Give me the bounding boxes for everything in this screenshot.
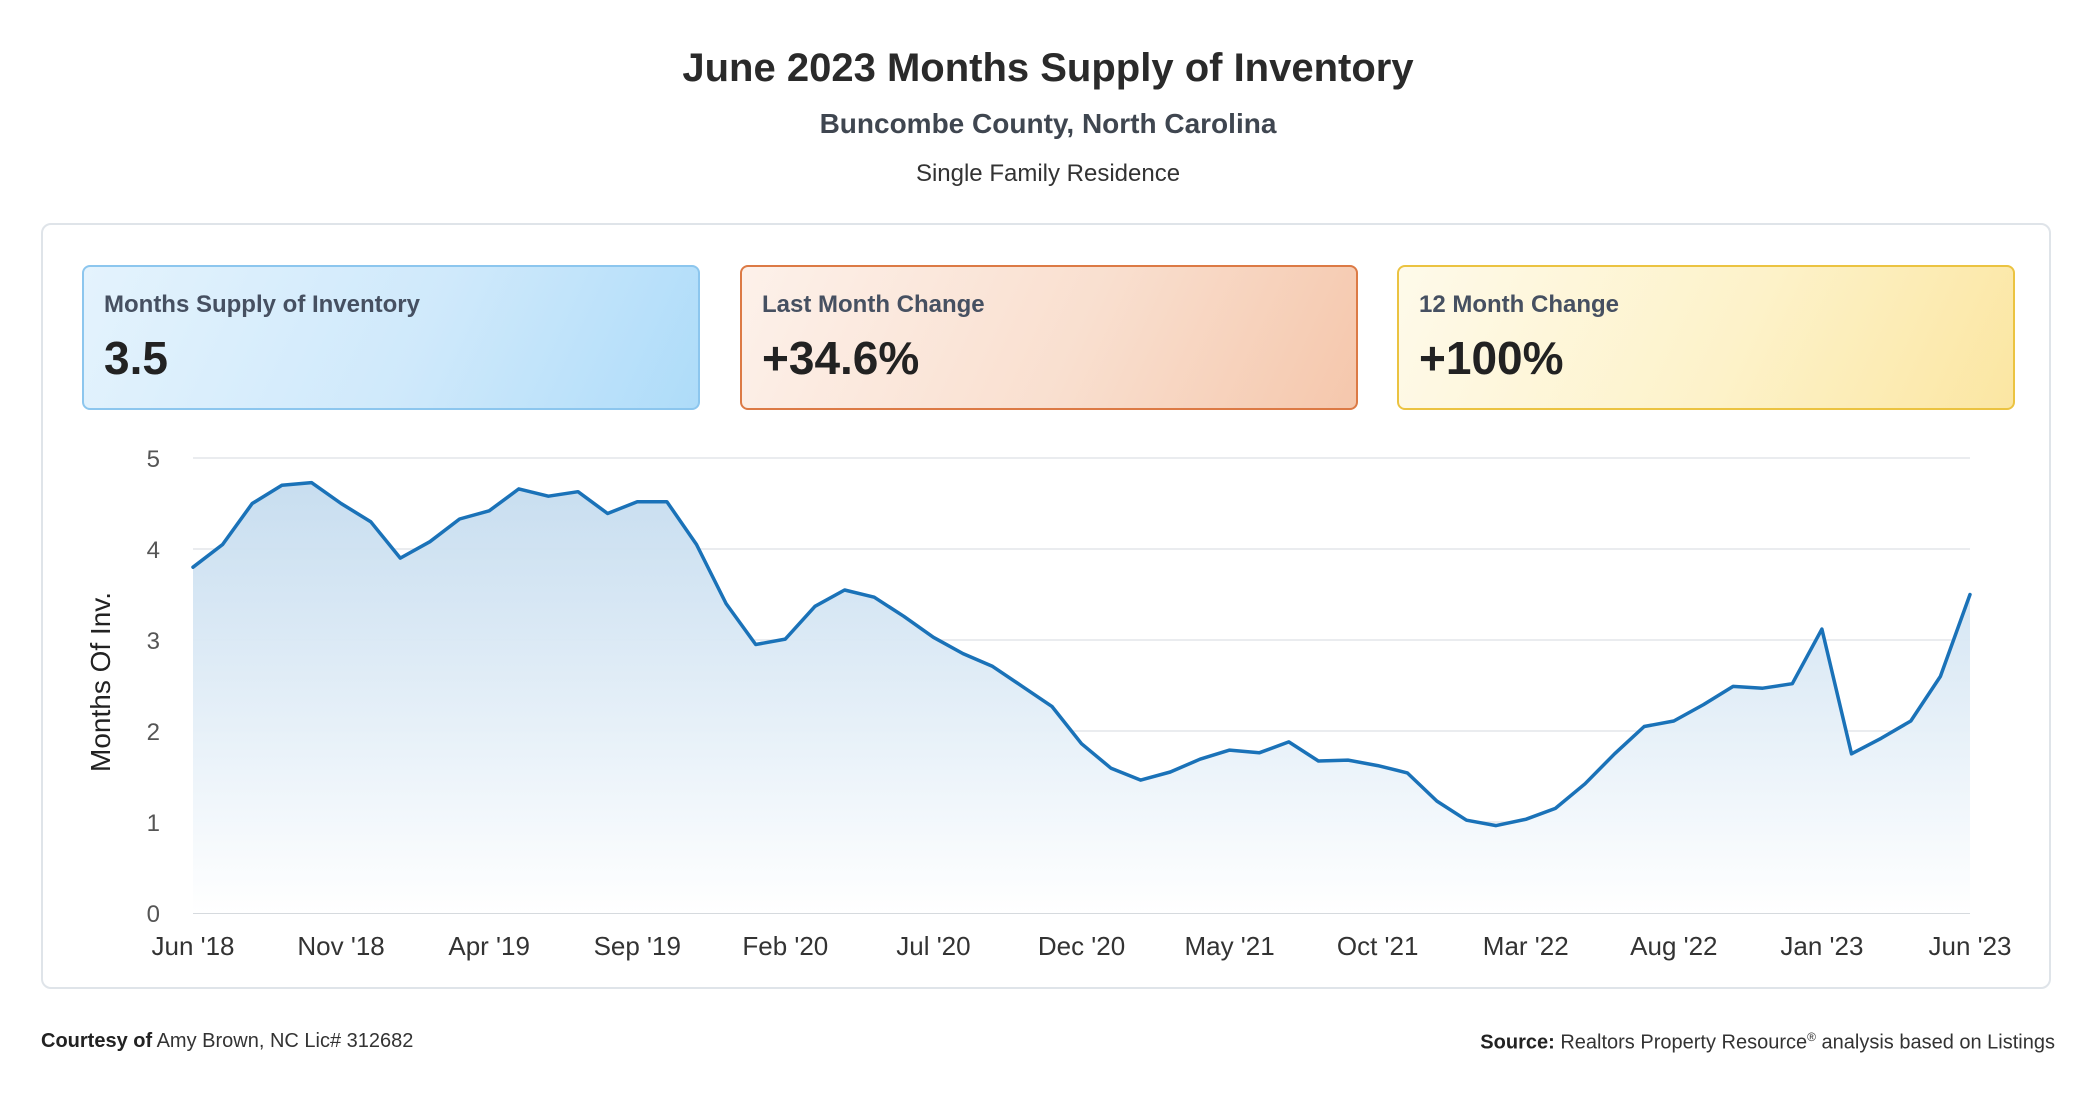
series-line-layer	[191, 480, 1972, 828]
y-tick-label: 5	[147, 446, 160, 473]
x-tick-label: Jun '18	[151, 931, 234, 961]
x-tick-labels: Jun '18 Nov '18 Apr '19 Sep '19 Feb '20 Jul '…	[151, 931, 2011, 961]
courtesy-label: Courtesy of	[41, 1030, 153, 1052]
x-tick-label: Oct '21	[1337, 931, 1419, 961]
stat-card-months-supply: Months Supply of Inventory 3.5	[82, 265, 700, 410]
x-tick-label: Nov '18	[297, 931, 384, 961]
y-tick-label: 4	[147, 537, 160, 564]
area-fill	[193, 482, 1970, 913]
inventory-line-chart: 0 1 2 3 4 5 Jun '18 Nov '18 Apr '19 Sep '19 Feb '…	[85, 446, 2012, 961]
y-axis-label: Months Of Inv.	[85, 592, 116, 772]
stat-card-label: 12 Month Change	[1419, 291, 1620, 318]
registered-mark: ®	[1807, 1030, 1816, 1044]
y-tick-label: 0	[147, 901, 160, 928]
x-tick-label: Jul '20	[896, 931, 970, 961]
stat-card-value: +100%	[1419, 332, 1564, 384]
stat-card-12-month-change: 12 Month Change +100%	[1397, 265, 2015, 410]
x-tick-label: Apr '19	[448, 931, 530, 961]
stat-card-value: +34.6%	[762, 332, 920, 384]
stat-card-last-month-change: Last Month Change +34.6%	[740, 265, 1358, 410]
page-subtitle: Buncombe County, North Carolina	[819, 108, 1277, 139]
y-tick-label: 2	[147, 719, 160, 746]
courtesy-text: Amy Brown, NC Lic# 312682	[156, 1030, 414, 1052]
stat-card-label: Months Supply of Inventory	[104, 291, 420, 318]
x-tick-label: Dec '20	[1038, 931, 1125, 961]
page-title: June 2023 Months Supply of Inventory	[682, 46, 1414, 90]
y-tick-label: 1	[147, 810, 160, 837]
x-tick-label: Jan '23	[1780, 931, 1863, 961]
x-tick-label: Mar '22	[1483, 931, 1569, 961]
source-text: Realtors Property Resource	[1560, 1031, 1808, 1054]
y-tick-label: 3	[147, 628, 160, 655]
courtesy-note: Courtesy of Amy Brown, NC Lic# 312682	[41, 1030, 413, 1053]
series-line	[191, 480, 1972, 828]
y-tick-labels: 0 1 2 3 4 5	[147, 446, 160, 928]
stat-card-value: 3.5	[104, 332, 168, 384]
x-tick-label: Aug '22	[1630, 931, 1717, 961]
x-tick-label: Sep '19	[594, 931, 681, 961]
property-type-label: Single Family Residence	[915, 160, 1181, 187]
x-tick-label: Jun '23	[1928, 931, 2011, 961]
source-note: Source: Realtors Property Resource® anal…	[1480, 1030, 2055, 1055]
series-area	[193, 482, 1970, 913]
x-tick-label: Feb '20	[742, 931, 828, 961]
stat-card-label: Last Month Change	[762, 291, 985, 318]
source-label: Source:	[1480, 1031, 1555, 1054]
source-suffix: analysis based on Listings	[1821, 1031, 2055, 1054]
x-tick-label: May '21	[1184, 931, 1274, 961]
